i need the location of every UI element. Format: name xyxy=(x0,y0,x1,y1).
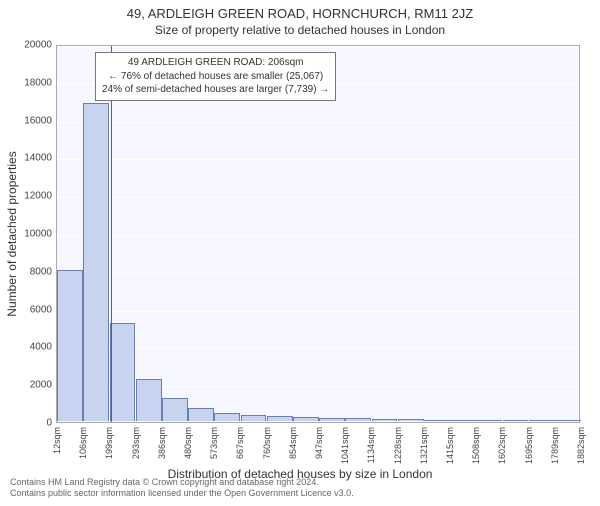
histogram-bar xyxy=(188,408,214,421)
gridline xyxy=(57,122,579,123)
histogram-bar xyxy=(83,103,109,421)
gridline xyxy=(57,311,579,312)
footer-line-1: Contains HM Land Registry data © Crown c… xyxy=(10,477,354,489)
footer-attribution: Contains HM Land Registry data © Crown c… xyxy=(10,477,354,500)
y-tick-label: 18000 xyxy=(12,77,52,88)
x-tick-label: 1228sqm xyxy=(393,427,403,464)
property-marker-line xyxy=(111,46,112,422)
y-tick-label: 12000 xyxy=(12,191,52,202)
x-tick-label: 480sqm xyxy=(183,427,193,459)
gridline xyxy=(57,46,579,47)
histogram-bar xyxy=(57,270,83,421)
y-tick-label: 0 xyxy=(12,418,52,429)
callout-line: ← 76% of detached houses are smaller (25… xyxy=(102,70,329,84)
plot-area: 49 ARDLEIGH GREEN ROAD: 206sqm← 76% of d… xyxy=(56,45,580,423)
x-tick-label: 1695sqm xyxy=(524,427,534,464)
histogram-bar xyxy=(319,418,345,421)
x-tick-label: 199sqm xyxy=(104,427,114,459)
x-tick-label: 947sqm xyxy=(314,427,324,459)
x-tick-label: 1602sqm xyxy=(497,427,507,464)
y-tick-label: 14000 xyxy=(12,153,52,164)
gridline xyxy=(57,197,579,198)
histogram-bar xyxy=(214,413,240,422)
callout-line: 49 ARDLEIGH GREEN ROAD: 206sqm xyxy=(102,56,329,70)
histogram-bar xyxy=(398,419,424,421)
gridline xyxy=(57,273,579,274)
x-tick-label: 1415sqm xyxy=(445,427,455,464)
gridline xyxy=(57,235,579,236)
x-tick-label: 854sqm xyxy=(288,427,298,459)
gridline xyxy=(57,159,579,160)
x-tick-label: 1321sqm xyxy=(419,427,429,464)
y-tick-label: 6000 xyxy=(12,304,52,315)
histogram-bar xyxy=(424,420,450,422)
x-tick-label: 12sqm xyxy=(52,427,62,454)
x-tick-label: 106sqm xyxy=(78,427,88,459)
histogram-bar xyxy=(345,418,371,421)
histogram-bar xyxy=(372,419,398,421)
property-callout: 49 ARDLEIGH GREEN ROAD: 206sqm← 76% of d… xyxy=(95,52,336,101)
histogram-bar xyxy=(267,416,293,421)
x-tick-label: 1041sqm xyxy=(340,427,350,464)
x-tick-label: 386sqm xyxy=(157,427,167,459)
x-tick-label: 1134sqm xyxy=(366,427,376,463)
x-tick-label: 1789sqm xyxy=(550,427,560,464)
y-tick-label: 2000 xyxy=(12,380,52,391)
y-tick-label: 20000 xyxy=(12,40,52,51)
page-subtitle: Size of property relative to detached ho… xyxy=(0,23,600,37)
footer-line-2: Contains public sector information licen… xyxy=(10,488,354,500)
x-tick-label: 293sqm xyxy=(131,427,141,459)
callout-line: 24% of semi-detached houses are larger (… xyxy=(102,83,329,97)
histogram-bar xyxy=(293,417,319,421)
histogram-bar xyxy=(450,420,476,421)
page-title: 49, ARDLEIGH GREEN ROAD, HORNCHURCH, RM1… xyxy=(0,6,600,21)
histogram-bar xyxy=(136,379,162,421)
y-tick-label: 10000 xyxy=(12,229,52,240)
y-tick-label: 4000 xyxy=(12,342,52,353)
histogram-bar xyxy=(555,420,581,421)
x-tick-label: 1508sqm xyxy=(471,427,481,464)
y-tick-label: 8000 xyxy=(12,266,52,277)
histogram-bar xyxy=(241,415,267,421)
x-tick-label: 1882sqm xyxy=(576,427,586,464)
x-tick-label: 760sqm xyxy=(262,427,272,459)
histogram-bar xyxy=(162,398,188,421)
histogram-bar xyxy=(529,420,555,421)
histogram-bar xyxy=(476,420,502,421)
x-tick-label: 573sqm xyxy=(209,427,219,459)
histogram-bar xyxy=(503,420,529,421)
y-tick-label: 16000 xyxy=(12,115,52,126)
chart-container: Number of detached properties 49 ARDLEIG… xyxy=(56,45,580,423)
histogram-bar xyxy=(110,323,136,421)
x-tick-label: 667sqm xyxy=(235,427,245,459)
